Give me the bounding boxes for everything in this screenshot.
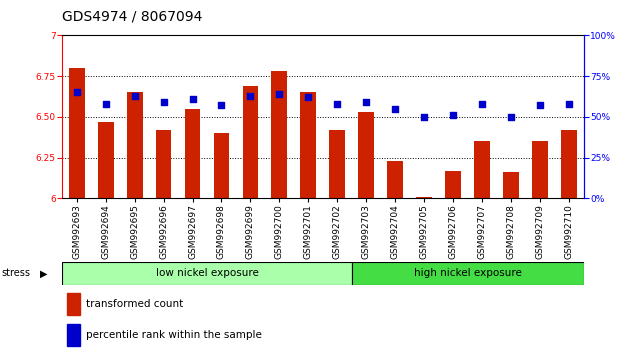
Point — [448, 112, 458, 118]
Bar — [301, 92, 316, 198]
Bar — [474, 141, 490, 198]
Point — [188, 96, 197, 102]
Point — [71, 90, 81, 95]
Text: stress: stress — [1, 268, 30, 279]
Text: percentile rank within the sample: percentile rank within the sample — [86, 330, 261, 340]
Bar — [242, 86, 258, 198]
Point — [130, 93, 140, 98]
Bar — [184, 109, 201, 198]
Bar — [271, 71, 288, 198]
Bar — [352, 262, 584, 285]
Text: transformed count: transformed count — [86, 299, 183, 309]
Point — [478, 101, 487, 107]
Point — [564, 101, 574, 107]
Text: low nickel exposure: low nickel exposure — [156, 268, 258, 279]
Bar — [532, 141, 548, 198]
Point — [245, 93, 255, 98]
Bar — [445, 171, 461, 198]
Bar — [561, 130, 577, 198]
Bar — [69, 68, 84, 198]
Point — [332, 101, 342, 107]
Point — [101, 101, 111, 107]
Point — [419, 114, 429, 120]
Point — [217, 103, 227, 108]
Bar — [62, 262, 352, 285]
Point — [391, 106, 401, 112]
Bar — [155, 130, 171, 198]
Bar — [503, 172, 519, 198]
Point — [361, 99, 371, 105]
Bar — [67, 293, 80, 315]
Bar — [214, 133, 229, 198]
Bar — [388, 161, 404, 198]
Bar — [416, 196, 432, 198]
Bar — [97, 122, 114, 198]
Text: ▶: ▶ — [40, 268, 48, 279]
Bar — [358, 112, 374, 198]
Text: GDS4974 / 8067094: GDS4974 / 8067094 — [62, 9, 202, 23]
Point — [506, 114, 516, 120]
Point — [274, 91, 284, 97]
Point — [535, 103, 545, 108]
Text: high nickel exposure: high nickel exposure — [414, 268, 522, 279]
Bar — [67, 324, 80, 346]
Bar — [127, 92, 142, 198]
Point — [304, 95, 314, 100]
Point — [158, 99, 168, 105]
Bar — [329, 130, 345, 198]
